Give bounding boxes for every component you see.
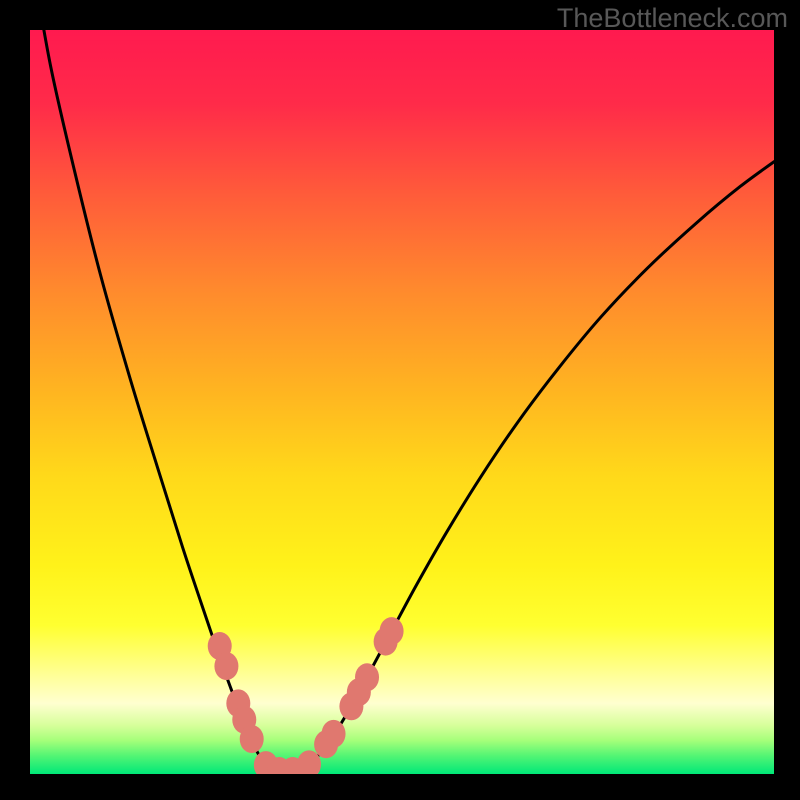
stage: TheBottleneck.com bbox=[0, 0, 800, 800]
watermark-text: TheBottleneck.com bbox=[557, 3, 788, 34]
plot-area bbox=[30, 30, 774, 774]
curve-layer bbox=[30, 30, 774, 774]
data-marker bbox=[214, 652, 238, 680]
data-marker bbox=[322, 720, 346, 748]
data-marker bbox=[355, 663, 379, 691]
v-curve bbox=[34, 30, 774, 772]
data-marker bbox=[380, 617, 404, 645]
marker-group bbox=[208, 617, 404, 774]
data-marker bbox=[297, 750, 321, 774]
data-marker bbox=[240, 725, 264, 753]
